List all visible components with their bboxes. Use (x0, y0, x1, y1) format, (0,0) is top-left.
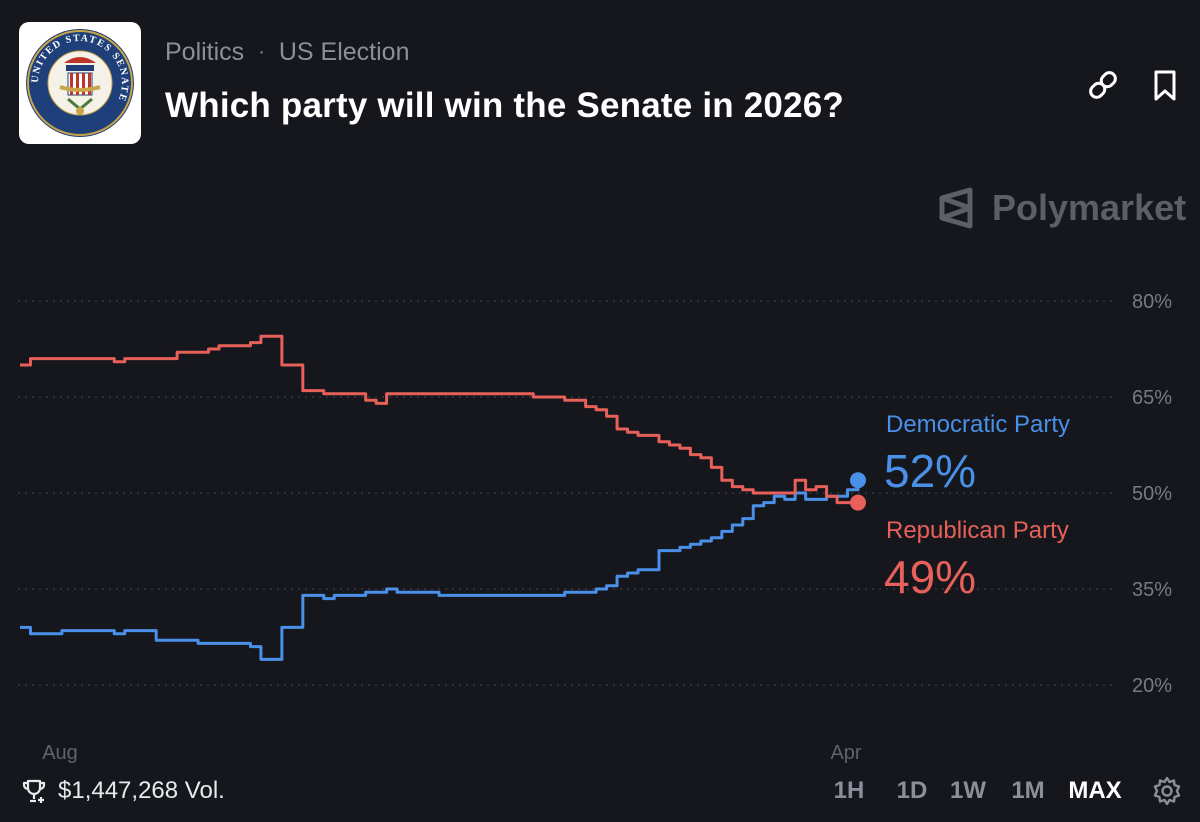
link-icon (1089, 71, 1117, 99)
breadcrumb-category[interactable]: Politics (165, 38, 245, 66)
bookmark-icon (1154, 70, 1176, 101)
y-tick-label: 65% (1132, 387, 1172, 409)
range-1m[interactable]: 1M (1011, 777, 1045, 804)
senate-seal-icon: UNITED STATES SENATE (26, 29, 134, 137)
gear-icon (1153, 776, 1181, 806)
trophy-icon (22, 779, 46, 803)
y-tick-label: 80% (1132, 291, 1172, 313)
x-tick-label: Apr (830, 742, 861, 764)
series-end-dot-republican (850, 494, 866, 511)
range-1w[interactable]: 1W (950, 777, 986, 804)
brand-name: Polymarket (992, 187, 1187, 228)
time-range-selector: 1H 1D 1W 1M MAX (830, 777, 1130, 805)
range-1d[interactable]: 1D (896, 777, 928, 804)
volume-value: $1,447,268 Vol. (58, 777, 225, 804)
legend-democratic-value: 52% (884, 445, 977, 497)
breadcrumb-subcategory[interactable]: US Election (278, 38, 410, 66)
range-1h[interactable]: 1H (833, 777, 865, 804)
market-title: Which party will win the Senate in 2026? (165, 86, 844, 125)
legend-republican-value: 49% (884, 551, 977, 603)
market-logo: UNITED STATES SENATE (19, 22, 141, 144)
x-axis-ticks: Aug Apr (42, 742, 862, 764)
range-max[interactable]: MAX (1068, 777, 1122, 804)
series-line-republican (20, 334, 858, 505)
y-tick-label: 20% (1132, 675, 1172, 697)
series-end-dot-democratic (850, 472, 866, 489)
chart-settings-button[interactable] (1152, 776, 1182, 806)
x-tick-label: Aug (42, 742, 78, 764)
series-line-democratic (20, 480, 860, 661)
y-tick-label: 50% (1132, 483, 1172, 505)
breadcrumb-separator: · (258, 41, 265, 63)
legend-democratic-name: Democratic Party (886, 411, 1071, 438)
breadcrumb: Politics · US Election (165, 38, 409, 67)
copy-link-button[interactable] (1084, 66, 1122, 104)
y-axis-ticks: 80% 65% 50% 35% 20% (1132, 291, 1172, 697)
bookmark-button[interactable] (1146, 66, 1184, 104)
legend-republican-name: Republican Party (886, 517, 1069, 544)
y-tick-label: 35% (1132, 579, 1172, 601)
volume: $1,447,268 Vol. (20, 777, 225, 805)
polymarket-logo-icon (939, 187, 973, 229)
chart-grid (18, 300, 1115, 686)
polymarket-watermark: Polymarket (936, 186, 1186, 230)
